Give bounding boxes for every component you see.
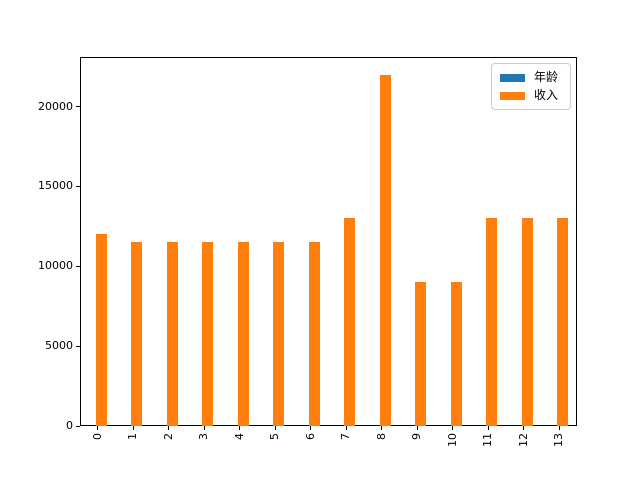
x-tick-mark bbox=[345, 426, 347, 430]
y-tick-label: 15000 bbox=[38, 179, 73, 193]
bar-income-9 bbox=[415, 282, 427, 426]
x-tick-label: 0 bbox=[90, 433, 104, 440]
x-tick-label: 11 bbox=[481, 433, 495, 447]
bar-income-6 bbox=[308, 242, 320, 426]
legend-swatch-age-icon bbox=[500, 73, 525, 82]
y-tick-label: 0 bbox=[66, 419, 73, 432]
x-tick-mark bbox=[203, 426, 205, 430]
x-tick-label: 2 bbox=[161, 433, 175, 440]
x-tick-mark bbox=[558, 426, 560, 430]
legend-label-income: 收入 bbox=[534, 88, 559, 102]
x-tick-label: 8 bbox=[374, 433, 388, 440]
x-tick-mark bbox=[416, 426, 418, 430]
bar-income-3 bbox=[202, 242, 214, 426]
x-tick-label: 10 bbox=[445, 433, 459, 447]
x-tick-label: 9 bbox=[410, 433, 424, 440]
bar-income-1 bbox=[131, 242, 143, 426]
legend: 年龄 收入 bbox=[491, 63, 571, 110]
x-tick-label: 5 bbox=[268, 433, 282, 440]
x-tick-mark bbox=[523, 426, 525, 430]
y-tick-label: 20000 bbox=[38, 99, 73, 113]
y-tick-mark bbox=[76, 265, 80, 267]
y-tick-mark bbox=[76, 106, 80, 108]
y-tick-mark bbox=[76, 345, 80, 347]
bar-income-13 bbox=[557, 218, 569, 426]
x-tick-mark bbox=[310, 426, 312, 430]
x-tick-label: 12 bbox=[516, 433, 530, 447]
plot-area bbox=[80, 57, 577, 426]
x-tick-mark bbox=[381, 426, 383, 430]
legend-item-age: 年龄 bbox=[500, 71, 562, 84]
x-tick-mark bbox=[452, 426, 454, 430]
bar-income-2 bbox=[166, 242, 178, 426]
bar-income-7 bbox=[344, 218, 356, 426]
x-tick-label: 1 bbox=[126, 433, 140, 440]
y-tick-mark bbox=[76, 185, 80, 187]
x-tick-mark bbox=[97, 426, 99, 430]
x-tick-mark bbox=[487, 426, 489, 430]
y-tick-label: 10000 bbox=[38, 259, 73, 273]
x-tick-label: 3 bbox=[197, 433, 211, 440]
legend-label-age: 年龄 bbox=[534, 70, 559, 84]
legend-swatch-income-icon bbox=[500, 91, 525, 100]
bar-income-5 bbox=[273, 242, 285, 426]
x-tick-label: 7 bbox=[339, 433, 353, 440]
x-tick-mark bbox=[239, 426, 241, 430]
x-tick-mark bbox=[168, 426, 170, 430]
bar-income-4 bbox=[237, 242, 249, 426]
y-tick-label: 5000 bbox=[45, 339, 73, 353]
bar-income-0 bbox=[95, 234, 107, 426]
x-tick-label: 4 bbox=[232, 433, 246, 440]
x-tick-label: 13 bbox=[552, 433, 566, 447]
x-tick-label: 6 bbox=[303, 433, 317, 440]
bar-income-11 bbox=[486, 218, 498, 426]
bar-income-12 bbox=[521, 218, 533, 426]
x-tick-mark bbox=[132, 426, 134, 430]
bar-income-8 bbox=[379, 74, 391, 426]
x-tick-mark bbox=[274, 426, 276, 430]
bar-income-10 bbox=[450, 282, 462, 426]
y-tick-mark bbox=[76, 425, 80, 427]
legend-item-income: 收入 bbox=[500, 89, 562, 102]
